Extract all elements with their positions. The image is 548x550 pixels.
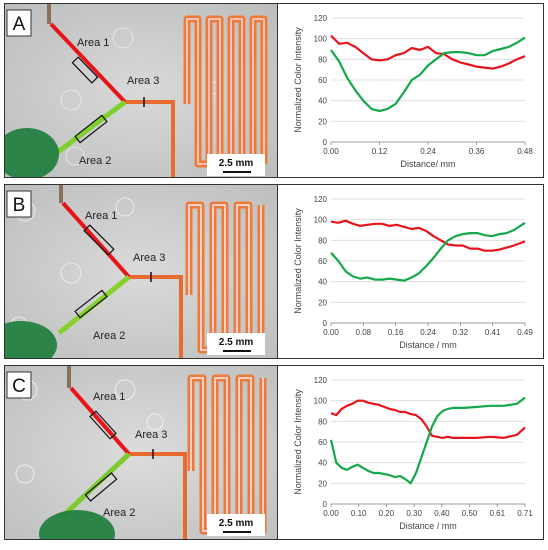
y-tick-label: 60	[318, 257, 327, 266]
y-axis-title: Normalized Color Intensity	[293, 389, 303, 495]
x-tick-label: 0.48	[517, 147, 533, 156]
area-1-label: Area 1	[77, 37, 109, 49]
intensity-chart-b: 0 20 40 60 80 100 120 0.00 0.08 0.16 0.24 0.32 0.41 0…	[277, 185, 543, 358]
x-tick-label: 0.16	[388, 328, 404, 337]
y-tick-label: 0	[323, 319, 328, 328]
intensity-chart-c: 0 20 40 60 80 100 120 0.00 0.10 0.20 0.30 0.40 0.50 0…	[277, 366, 543, 539]
x-tick-label: 0.50	[462, 509, 478, 518]
x-tick-label: 0.41	[485, 328, 501, 337]
area-3-label: Area 3	[135, 429, 167, 441]
green-series-line	[330, 221, 526, 282]
scale-bar-label: 2.5 mm	[219, 518, 254, 529]
panel-letter-b: B	[13, 195, 26, 216]
panel-c: C Area 1 Area 2 Area 3 2.5 mm 0 20 40 60 80 1…	[4, 365, 544, 540]
x-axis-title: Distance / mm	[399, 521, 457, 531]
x-axis-title: Distance / mm	[399, 340, 457, 350]
y-tick-label: 20	[318, 479, 327, 488]
x-tick-label: 0.30	[406, 509, 422, 518]
y-tick-label: 80	[318, 55, 327, 64]
y-tick-label: 120	[314, 14, 328, 23]
panel-b: B Area 1 Area 2 Area 3 2.5 mm 0 20 40 60 80 1…	[4, 184, 544, 359]
panel-letter-c: C	[12, 376, 26, 397]
scale-bar-label: 2.5 mm	[219, 337, 254, 348]
x-tick-label: 0.00	[323, 509, 339, 518]
area-1-label: Area 1	[85, 210, 117, 222]
y-axis-title: Normalized Color Intensity	[293, 208, 303, 314]
x-tick-label: 0.24	[420, 147, 436, 156]
x-tick-label: 0.12	[372, 147, 388, 156]
area-1-label: Area 1	[93, 391, 125, 403]
area-2-label: Area 2	[93, 330, 125, 342]
area-2-label: Area 2	[103, 507, 135, 519]
green-series-line	[329, 396, 526, 485]
x-tick-label: 0.00	[323, 147, 339, 156]
y-tick-label: 60	[318, 438, 327, 447]
red-series-line	[330, 219, 526, 252]
panel-letter-a: A	[13, 14, 26, 35]
x-tick-label: 0.08	[356, 328, 372, 337]
area-3-label: Area 3	[133, 252, 165, 264]
x-tick-label: 0.20	[379, 509, 395, 518]
x-tick-label: 0.61	[489, 509, 505, 518]
x-tick-label: 0.49	[517, 328, 533, 337]
y-tick-label: 40	[318, 97, 327, 106]
x-tick-label: 0.00	[323, 328, 339, 337]
y-tick-label: 120	[314, 376, 328, 385]
x-tick-label: 0.71	[517, 509, 533, 518]
x-axis-title: Distance/ mm	[400, 159, 455, 169]
x-tick-label: 0.40	[434, 509, 450, 518]
green-series-line	[330, 36, 526, 113]
x-tick-label: 0.36	[469, 147, 485, 156]
area-2-label: Area 2	[79, 155, 111, 167]
intensity-chart-a: 0 20 40 60 80 100 120 0.00 0.12 0.24 0.36 0.48 Dista…	[277, 4, 543, 177]
y-tick-label: 0	[323, 138, 328, 147]
y-tick-label: 100	[314, 397, 328, 406]
microfluidic-photo-b: B Area 1 Area 2 Area 3 2.5 mm	[5, 185, 278, 358]
y-tick-label: 80	[318, 417, 327, 426]
x-tick-label: 0.32	[453, 328, 469, 337]
y-tick-label: 40	[318, 459, 327, 468]
x-tick-label: 0.10	[351, 509, 367, 518]
panel-a: A Area 1 Area 2 Area 3 2.5 mm 0 20 40 60 80 1…	[4, 3, 544, 178]
area-3-label: Area 3	[127, 75, 159, 87]
y-tick-label: 20	[318, 298, 327, 307]
y-tick-label: 100	[314, 35, 328, 44]
y-tick-label: 100	[314, 216, 328, 225]
y-tick-label: 80	[318, 236, 327, 245]
y-tick-label: 120	[314, 195, 328, 204]
y-tick-label: 20	[318, 117, 327, 126]
y-axis-title: Normalized Color Intensity	[293, 27, 303, 133]
x-tick-label: 0.24	[420, 328, 436, 337]
microfluidic-photo-a: A Area 1 Area 2 Area 3 2.5 mm	[5, 4, 278, 177]
red-series-line	[330, 34, 526, 70]
y-tick-label: 40	[318, 278, 327, 287]
microfluidic-photo-c: C Area 1 Area 2 Area 3 2.5 mm	[5, 366, 278, 539]
red-series-line	[330, 399, 526, 440]
y-tick-label: 0	[323, 500, 328, 509]
y-tick-label: 60	[318, 76, 327, 85]
scale-bar-label: 2.5 mm	[219, 158, 254, 169]
